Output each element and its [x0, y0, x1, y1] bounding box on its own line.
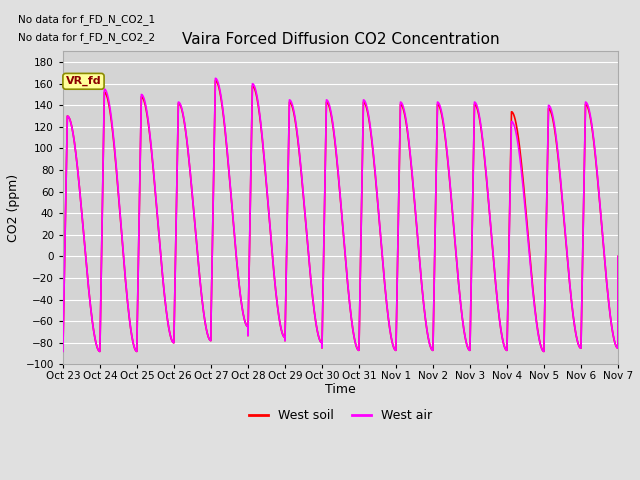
West soil: [610, 335, 618, 340]
Line: West soil: West soil: [63, 81, 618, 351]
West air: [212, 75, 220, 81]
West soil: [614, 253, 622, 259]
Text: No data for f_FD_N_CO2_2: No data for f_FD_N_CO2_2: [19, 33, 156, 43]
West soil: [59, 348, 67, 354]
West soil: [191, 220, 198, 226]
West air: [194, 252, 202, 258]
X-axis label: Time: Time: [325, 383, 356, 396]
West soil: [212, 78, 220, 84]
West soil: [188, 187, 196, 192]
West air: [308, 286, 316, 291]
Legend: West soil, West air: West soil, West air: [244, 404, 437, 427]
West air: [614, 253, 622, 259]
Title: Vaira Forced Diffusion CO2 Concentration: Vaira Forced Diffusion CO2 Concentration: [182, 32, 499, 48]
Y-axis label: CO2 (ppm): CO2 (ppm): [7, 174, 20, 242]
Text: No data for f_FD_N_CO2_1: No data for f_FD_N_CO2_1: [19, 14, 156, 24]
West soil: [268, 251, 276, 257]
West air: [610, 335, 618, 340]
West air: [268, 250, 276, 256]
Text: VR_fd: VR_fd: [66, 76, 101, 86]
West air: [59, 348, 67, 354]
West soil: [308, 286, 316, 292]
West air: [188, 186, 196, 192]
West soil: [194, 252, 202, 258]
West air: [191, 220, 198, 226]
Line: West air: West air: [63, 78, 618, 351]
